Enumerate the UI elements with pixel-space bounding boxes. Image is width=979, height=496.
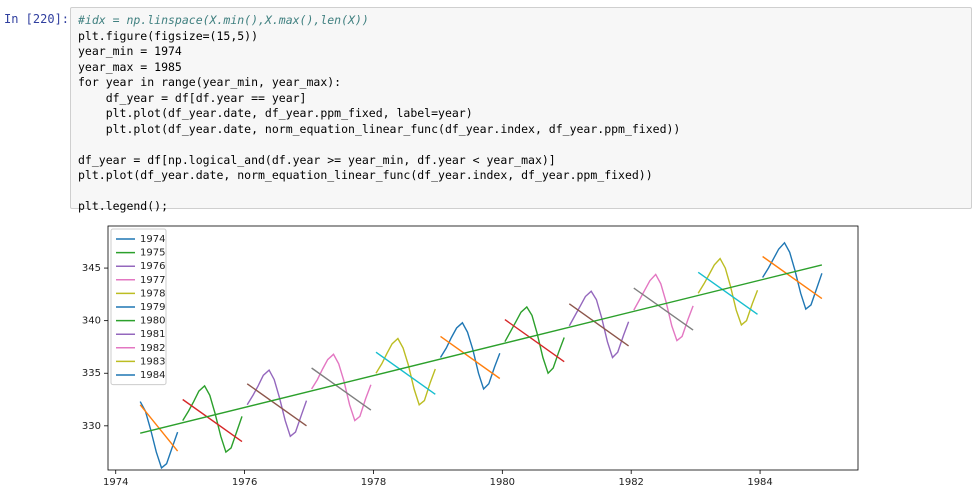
x-tick-label: 1974 (103, 477, 128, 488)
legend-label: 1976 (140, 261, 165, 272)
y-tick-label: 330 (82, 421, 101, 432)
legend-label: 1983 (140, 356, 165, 367)
series-line (697, 257, 759, 327)
y-tick-label: 335 (82, 368, 101, 379)
code-line: plt.plot(df_year.date, df_year.ppm_fixed… (78, 106, 473, 120)
legend-label: 1984 (140, 370, 165, 381)
fit-line (697, 271, 758, 315)
fit-line (633, 287, 694, 331)
code-line: plt.plot(df_year.date, norm_equation_lin… (78, 168, 653, 182)
code-line: plt.legend(); (78, 199, 169, 213)
series-line (246, 368, 308, 438)
fit-line (440, 335, 501, 380)
code-line: year_max = 1985 (78, 59, 182, 74)
series-line (568, 290, 630, 359)
fit-line (568, 303, 630, 347)
legend: 1974 1975 1976 1977 1978 1979 1980 1981 1982 1983… (110, 228, 167, 386)
fit-line (375, 351, 436, 395)
code-line: for year in range(year_min, year_max): (78, 75, 342, 89)
series-line (375, 337, 436, 406)
series-line (311, 353, 372, 422)
series-line (762, 241, 823, 311)
fit-line (762, 255, 823, 300)
code-block: plt.legend(); (78, 199, 964, 215)
legend-label: 1982 (140, 343, 165, 354)
x-tick-label: 1982 (618, 477, 643, 488)
code-line: df_year = df[df.year == year] (78, 90, 307, 105)
legend-label: 1975 (140, 248, 165, 259)
legend-label: 1978 (140, 288, 165, 299)
legend-label: 1977 (140, 275, 165, 286)
legend-label: 1980 (140, 316, 165, 327)
code-cell[interactable]: #idx = np.linspace(X.min(),X.max(),len(X… (70, 7, 972, 213)
fit-line (504, 319, 565, 363)
code-block: df_year = df[np.logical_and(df.year >= y… (78, 153, 964, 184)
series-line (439, 321, 501, 391)
legend-label: 1974 (140, 234, 165, 245)
code-line: df_year = df[np.logical_and(df.year >= y… (78, 152, 556, 167)
code-line: plt.plot(df_year.date, norm_equation_lin… (78, 121, 681, 136)
fit-line (182, 398, 243, 443)
y-tick-label: 340 (82, 316, 101, 327)
series-line (504, 305, 565, 375)
series-line (633, 273, 694, 342)
code-block: #idx = np.linspace(X.min(),X.max(),len(X… (78, 13, 964, 137)
legend-frame (110, 228, 167, 386)
x-tick-label: 1980 (490, 477, 515, 488)
code-line: plt.figure(figsize=(15,5)) (78, 28, 259, 43)
fit-line (311, 367, 372, 411)
legend-label: 1979 (140, 302, 165, 313)
code-line: year_min = 1974 (78, 44, 182, 58)
y-tick-label: 345 (82, 263, 101, 274)
code-line: #idx = np.linspace(X.min(),X.max(),len(X… (78, 13, 369, 27)
series-line (139, 401, 179, 470)
legend-label: 1981 (140, 329, 165, 340)
x-tick-label: 1984 (747, 477, 772, 488)
x-tick-label: 1978 (361, 477, 386, 488)
cell-prompt: In [220]: (4, 12, 70, 26)
fit-line (246, 383, 307, 427)
series-line (182, 384, 243, 454)
trend-line (140, 264, 823, 434)
x-tick-label: 1976 (232, 477, 257, 488)
